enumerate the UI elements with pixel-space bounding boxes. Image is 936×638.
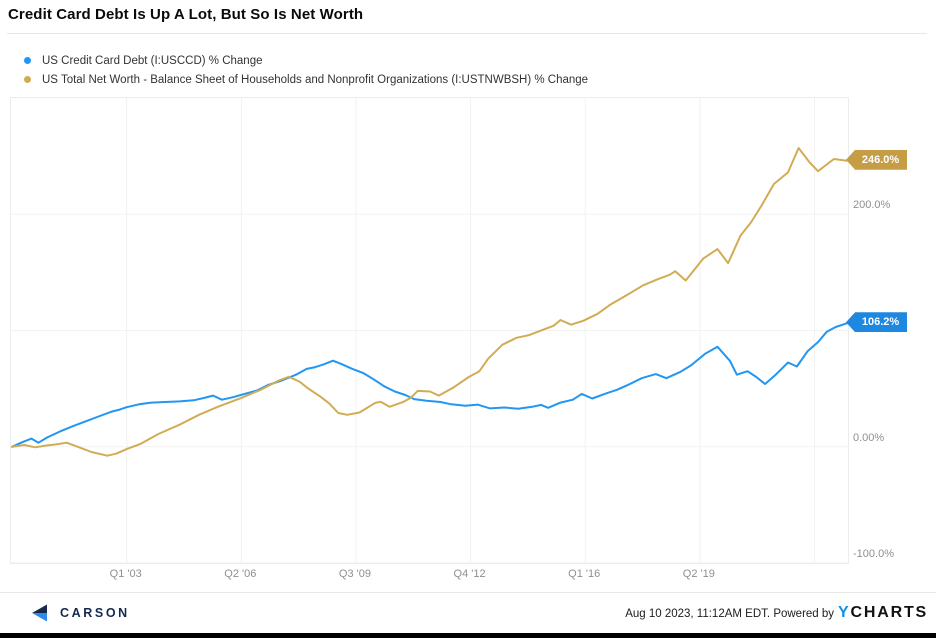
page-title: Credit Card Debt Is Up A Lot, But So Is … bbox=[8, 6, 364, 23]
legend-item-0: US Credit Card Debt (I:USCCD) % Change bbox=[24, 51, 588, 70]
carson-logo-text: CARSON bbox=[60, 605, 130, 620]
carson-logo: CARSON bbox=[30, 603, 130, 623]
x-tick-label: Q1 '16 bbox=[568, 568, 601, 580]
x-tick-label: Q2 '19 bbox=[682, 568, 715, 580]
x-tick-label: Q4 '12 bbox=[453, 568, 486, 580]
timestamp: Aug 10 2023, 11:12AM EDT. Powered by bbox=[625, 607, 835, 620]
carson-chevron-icon bbox=[32, 604, 47, 621]
legend-dot-icon bbox=[24, 76, 31, 83]
line-chart-svg bbox=[11, 98, 848, 563]
ycharts-logo: YCHARTS bbox=[838, 604, 928, 622]
ycharts-charts: CHARTS bbox=[850, 603, 928, 621]
legend-label: US Credit Card Debt (I:USCCD) % Change bbox=[42, 54, 263, 67]
series-line-0 bbox=[11, 322, 848, 448]
legend-item-1: US Total Net Worth - Balance Sheet of Ho… bbox=[24, 70, 588, 89]
legend-label: US Total Net Worth - Balance Sheet of Ho… bbox=[42, 73, 589, 86]
value-tag-series-1: 246.0% bbox=[846, 149, 907, 170]
bottom-border-bar bbox=[0, 633, 936, 638]
x-tick-label: Q3 '09 bbox=[338, 568, 371, 580]
x-tick-label: Q1 '03 bbox=[109, 568, 142, 580]
y-tick-label: 0.00% bbox=[853, 431, 885, 444]
legend-dot-icon bbox=[24, 57, 31, 64]
footer: CARSON Aug 10 2023, 11:12AM EDT. Powered… bbox=[0, 592, 936, 632]
ycharts-y: Y bbox=[838, 603, 851, 621]
footer-attribution: Aug 10 2023, 11:12AM EDT. Powered by YCH… bbox=[625, 604, 928, 622]
chart-legend: US Credit Card Debt (I:USCCD) % Change US… bbox=[24, 51, 588, 89]
title-divider bbox=[7, 33, 927, 34]
y-tick-label: 200.0% bbox=[853, 199, 891, 212]
chart-plot-area bbox=[10, 97, 849, 564]
value-tag-series-0: 106.2% bbox=[846, 312, 907, 333]
x-tick-label: Q2 '06 bbox=[224, 568, 257, 580]
y-tick-label: -100.0% bbox=[853, 548, 894, 560]
series-line-1 bbox=[11, 147, 848, 457]
